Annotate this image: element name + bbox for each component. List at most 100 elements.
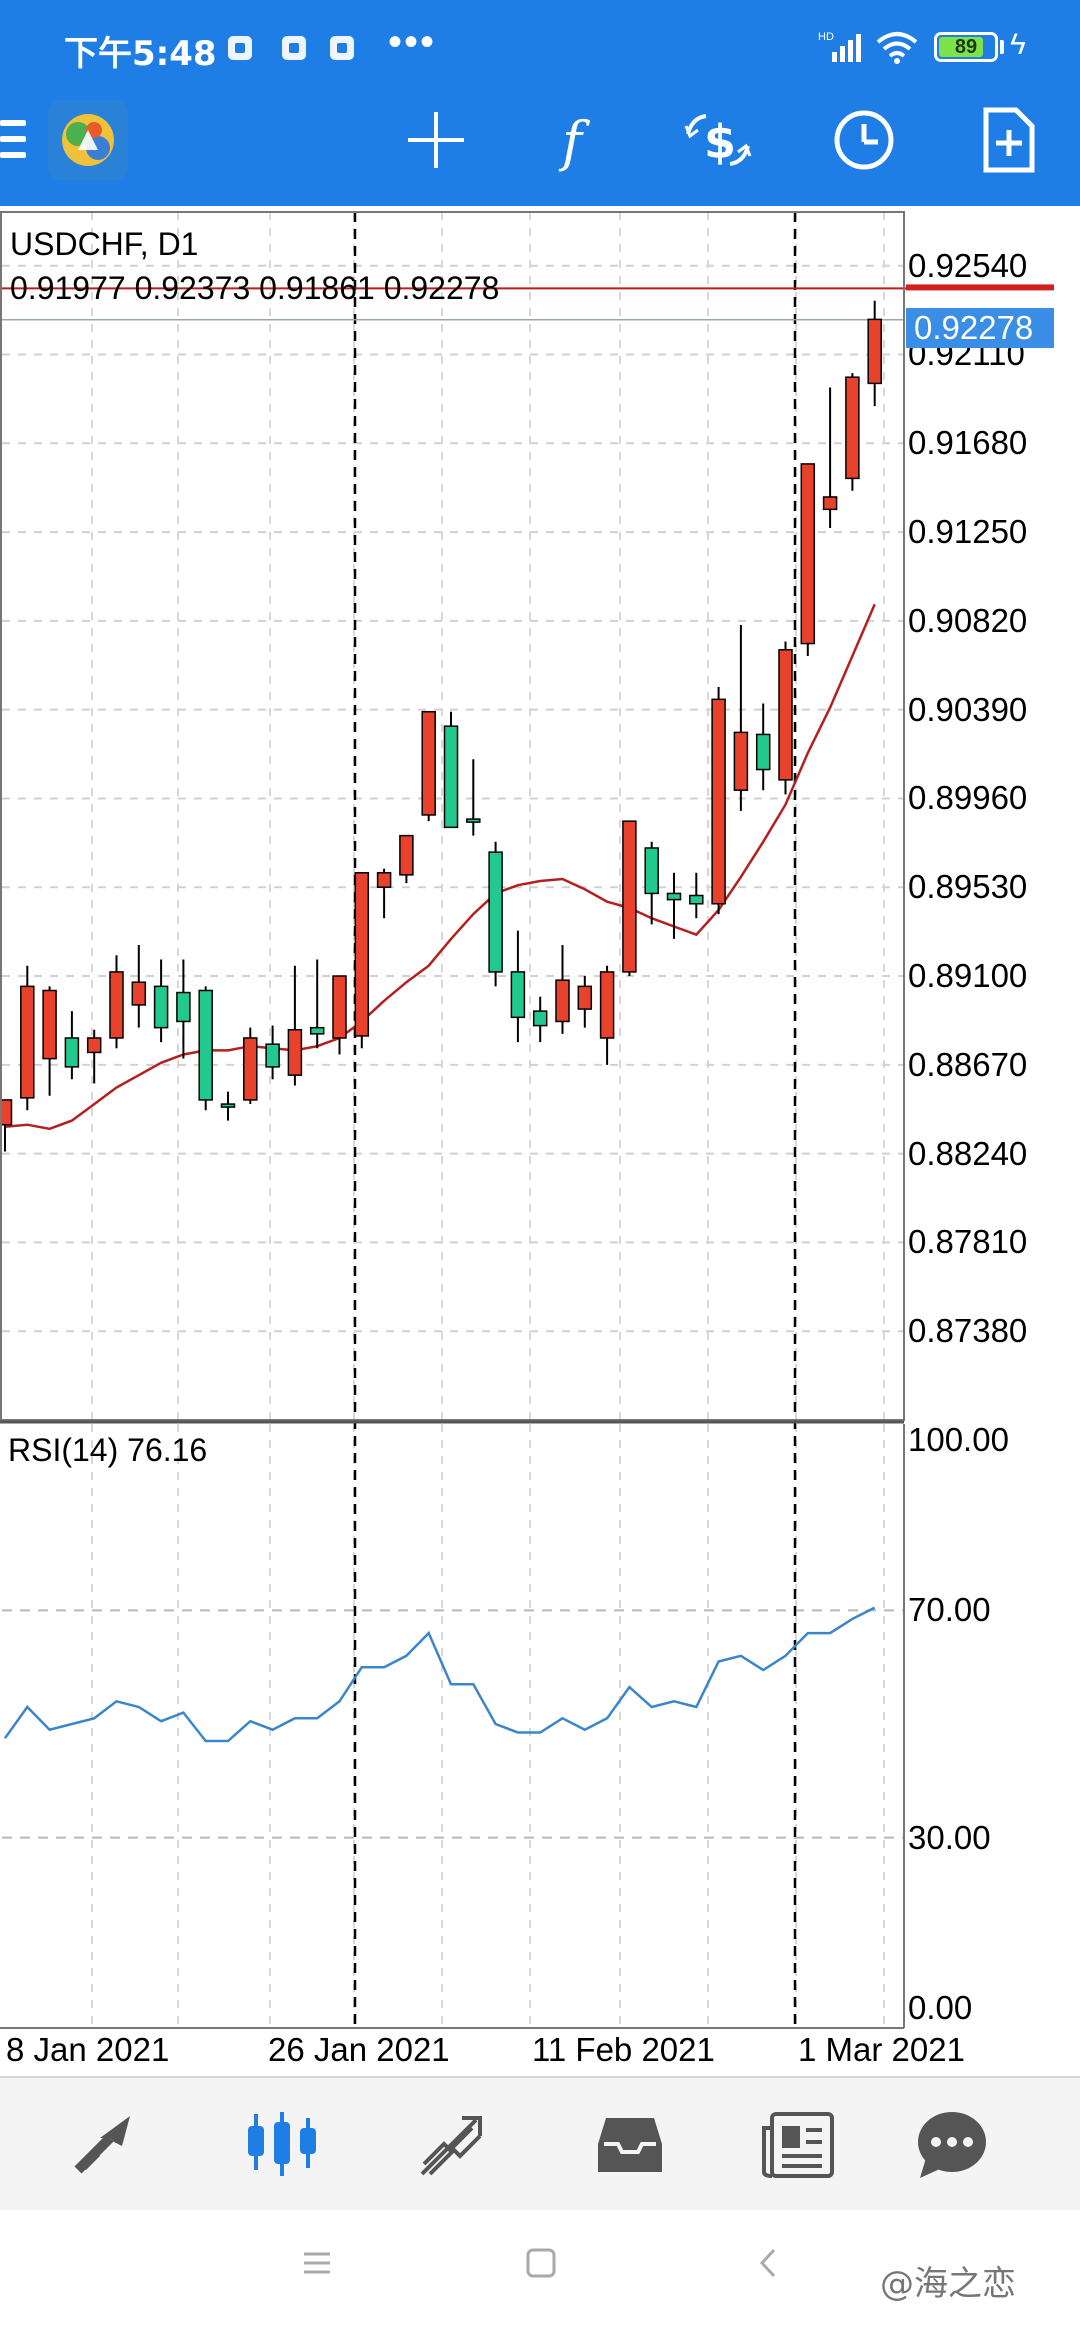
date-tick-label: 8 Jan 2021	[6, 2031, 170, 2068]
timeframe-clock-icon[interactable]	[828, 104, 900, 176]
chart-icon[interactable]	[242, 2108, 322, 2180]
candle-body	[443, 725, 459, 829]
candle-body	[399, 834, 414, 876]
notification-icon	[330, 36, 354, 60]
wifi-icon	[876, 32, 918, 64]
rsi-line	[3, 1606, 876, 1743]
candle-body	[153, 985, 169, 1029]
trade-icon[interactable]	[414, 2108, 494, 2180]
app-logo[interactable]	[48, 100, 128, 180]
candle-body	[800, 463, 816, 645]
candle-body	[845, 376, 860, 480]
symbols-icon[interactable]: $	[682, 104, 754, 176]
chart-ohlc-values: 0.91977 0.92373 0.91861 0.92278	[10, 270, 500, 306]
recent-apps-icon[interactable]	[300, 2246, 334, 2280]
news-icon[interactable]	[760, 2108, 840, 2180]
price-tick-label: 0.90390	[908, 690, 1028, 728]
candle-body	[466, 818, 481, 823]
function-icon[interactable]: f	[544, 104, 616, 176]
price-tick-label: 0.91680	[908, 424, 1028, 462]
date-tick-label: 11 Feb 2021	[532, 2031, 715, 2068]
candle-body	[622, 820, 637, 973]
chat-icon[interactable]	[912, 2108, 992, 2180]
svg-text:f: f	[558, 110, 590, 173]
date-tick-label: 26 Jan 2021	[268, 2031, 450, 2068]
rsi-tick-label: 100.00	[908, 1421, 1009, 1458]
candle-body	[666, 892, 682, 901]
signal-icon: HD	[818, 31, 861, 62]
candle-body	[711, 698, 726, 905]
candle-body	[421, 710, 436, 816]
candle-body	[778, 649, 793, 781]
candle-body	[265, 1043, 280, 1068]
new-order-icon[interactable]	[972, 104, 1044, 176]
chart-symbol-title: USDCHF, D1	[10, 226, 199, 262]
candle-body	[109, 971, 124, 1039]
price-tick-label: 0.89530	[908, 868, 1028, 906]
candle-body	[0, 1099, 13, 1126]
candle-body	[20, 985, 35, 1099]
price-tick-label: 0.89100	[908, 957, 1028, 995]
svg-text:$: $	[704, 115, 736, 169]
notification-icon	[282, 36, 306, 60]
candle-body	[733, 731, 749, 791]
menu-icon[interactable]	[0, 120, 28, 162]
price-pane-frame	[0, 211, 905, 1421]
network-label: HD	[818, 31, 834, 43]
rsi-tick-label: 70.00	[908, 1591, 991, 1629]
price-tick-label: 0.91250	[908, 513, 1028, 551]
price-tick-label: 0.87810	[908, 1223, 1028, 1261]
candle-body	[644, 847, 659, 895]
watermark: @海之恋	[880, 2264, 1016, 2304]
date-tick-label: 1 Mar 2021	[798, 2031, 965, 2068]
bottom-navigation	[0, 2076, 1080, 2212]
candle-body	[867, 318, 882, 385]
battery-tip	[1000, 40, 1004, 54]
candle-body	[220, 1103, 236, 1108]
crosshair-icon[interactable]	[400, 104, 472, 176]
price-tick-label: 0.90820	[908, 601, 1028, 639]
candle-body	[309, 1026, 325, 1035]
moving-average-line	[4, 603, 876, 1131]
candle-body	[577, 985, 593, 1010]
battery-icon: 89	[934, 32, 998, 62]
bid-price-marker	[906, 284, 1054, 291]
candle-body	[376, 872, 392, 888]
rsi-indicator-label: RSI(14) 76.16	[8, 1432, 208, 1468]
top-bar: 下午5:48 ••• HD 89 ϟ f	[0, 0, 1080, 206]
more-notifications-icon: •••	[388, 20, 437, 64]
price-tick-label: 0.88240	[908, 1134, 1028, 1172]
candle-body	[532, 1010, 548, 1027]
candle-body	[599, 971, 615, 1039]
candle-body	[822, 496, 838, 511]
candle-body	[488, 851, 503, 973]
candle-body	[555, 979, 570, 1023]
candle-body	[243, 1037, 258, 1101]
candle-body	[131, 981, 147, 1006]
candle-body	[64, 1037, 80, 1068]
home-icon[interactable]	[524, 2246, 558, 2280]
candle-body	[86, 1037, 102, 1054]
price-tick-label: 0.88670	[908, 1045, 1028, 1083]
candle-body	[198, 989, 213, 1101]
price-tick-label: 0.89960	[908, 779, 1028, 817]
quotes-icon[interactable]	[70, 2108, 150, 2180]
back-icon[interactable]	[752, 2246, 786, 2280]
history-icon[interactable]	[590, 2108, 670, 2180]
status-time: 下午5:48	[64, 34, 217, 74]
candle-body	[42, 989, 57, 1060]
charging-icon: ϟ	[1010, 28, 1026, 61]
candle-body	[332, 975, 347, 1039]
battery-level: 89	[954, 36, 978, 58]
candle-body	[176, 991, 191, 1023]
candle-body	[689, 894, 704, 905]
candle-body	[510, 971, 526, 1019]
rsi-tick-label: 30.00	[908, 1818, 991, 1856]
candle-body	[755, 733, 771, 771]
candle-body	[354, 872, 370, 1037]
price-tick-label: 0.87380	[908, 1312, 1028, 1350]
rsi-tick-label: 0.00	[908, 1989, 973, 2026]
candle-body	[287, 1028, 303, 1076]
price-chart[interactable]	[0, 206, 1080, 2076]
current-price-label: 0.92278	[906, 308, 1054, 348]
